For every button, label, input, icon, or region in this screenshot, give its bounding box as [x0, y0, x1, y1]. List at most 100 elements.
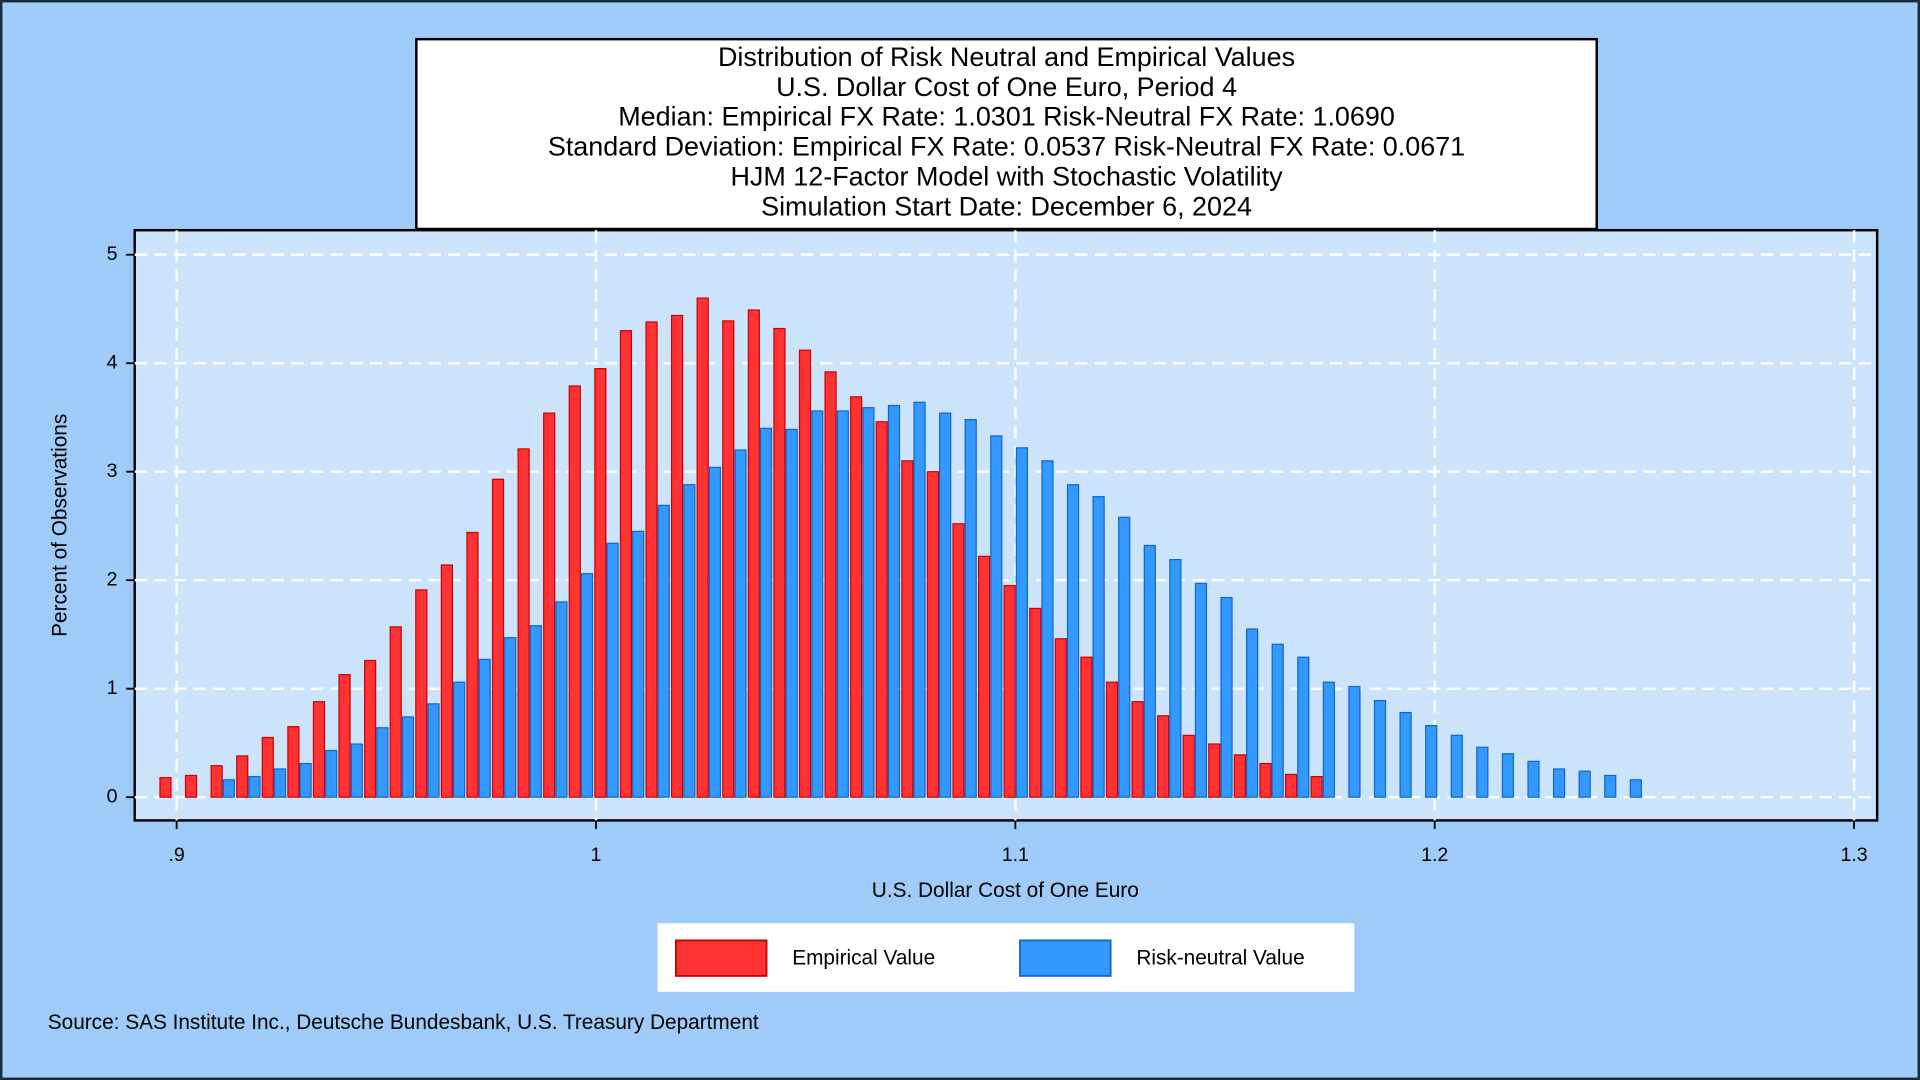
bar [862, 407, 875, 798]
chart-title: HJM 12-Factor Model with Stochastic Vola… [730, 161, 1283, 191]
bar [683, 484, 696, 798]
chart-title: U.S. Dollar Cost of One Euro, Period 4 [776, 72, 1237, 102]
y-tick-label: 0 [107, 785, 118, 807]
y-tick-label: 4 [107, 351, 118, 373]
bar [440, 564, 453, 798]
bar [1450, 734, 1463, 798]
bar [1322, 681, 1335, 798]
bar [478, 658, 491, 798]
bar [159, 777, 172, 798]
y-tick-label: 2 [107, 568, 118, 590]
bar [1233, 754, 1247, 798]
bar [1552, 768, 1566, 798]
bar [901, 460, 914, 798]
bar [670, 314, 684, 798]
bar [913, 401, 926, 798]
bar [236, 755, 249, 798]
bar [645, 321, 658, 798]
bar [273, 768, 287, 798]
bar [722, 320, 735, 798]
bar [1080, 656, 1093, 798]
bar [939, 412, 952, 798]
bar [299, 762, 312, 798]
bar [1054, 638, 1067, 798]
bar [1029, 607, 1042, 798]
legend-box [657, 923, 1355, 992]
bar [1297, 656, 1310, 798]
x-tick-label: 1.2 [1421, 844, 1448, 866]
bar [248, 775, 261, 798]
bar [887, 404, 901, 798]
bar [1092, 496, 1105, 798]
x-tick-label: 1.1 [1002, 844, 1029, 866]
x-tick-label: 1 [591, 844, 602, 866]
bar [1157, 715, 1170, 798]
bar [261, 736, 274, 798]
bar [1425, 724, 1438, 798]
bar [1169, 558, 1182, 798]
bar [1578, 770, 1591, 798]
bar [1041, 460, 1054, 798]
bar [964, 419, 977, 798]
bar [1284, 773, 1298, 798]
bar [184, 774, 198, 798]
bar [759, 427, 773, 798]
bar [491, 478, 505, 798]
bar [606, 542, 619, 798]
bar [1501, 753, 1515, 798]
bar [415, 589, 428, 798]
bar [364, 659, 377, 798]
bar [555, 601, 568, 798]
bar [325, 749, 338, 798]
y-tick-label: 5 [107, 243, 118, 265]
bar [504, 637, 517, 798]
bar [389, 626, 402, 798]
bar [632, 530, 645, 798]
bar [696, 297, 709, 798]
bar [1476, 746, 1489, 798]
bar [1220, 596, 1233, 798]
bar [1182, 734, 1195, 798]
y-tick-label: 3 [107, 460, 118, 482]
y-tick-label: 1 [107, 677, 118, 699]
chart-title: Distribution of Risk Neutral and Empiric… [718, 42, 1295, 72]
bar [619, 330, 633, 798]
y-axis-label: Percent of Observations [49, 414, 72, 637]
source: Source: SAS Institute Inc., Deutsche Bun… [48, 1011, 759, 1034]
bar [222, 779, 235, 798]
bar [1118, 516, 1131, 798]
bar [452, 681, 466, 798]
x-tick-label: 1.3 [1840, 844, 1867, 866]
bar [1271, 643, 1284, 798]
bar [1003, 585, 1016, 798]
bar [926, 471, 940, 798]
legend-label: Risk-neutral Value [1136, 946, 1304, 969]
bar [952, 523, 965, 798]
bar [1259, 762, 1272, 798]
bar [594, 368, 607, 798]
bar [466, 531, 479, 798]
bar [350, 743, 363, 798]
bar [1604, 774, 1617, 798]
bar [287, 726, 300, 798]
bar [657, 504, 670, 798]
legend-swatch [675, 939, 768, 977]
bar [1105, 681, 1119, 798]
bar [875, 421, 888, 798]
bar [824, 371, 837, 798]
bar [1246, 628, 1259, 798]
legend-swatch [1019, 939, 1112, 977]
bar [990, 435, 1003, 798]
chart-title: Standard Deviation: Empirical FX Rate: 0… [548, 132, 1465, 162]
bar [747, 309, 760, 798]
bar [401, 716, 415, 798]
bar [568, 385, 581, 798]
bar [850, 396, 863, 798]
bar [1527, 760, 1540, 798]
bar [1143, 544, 1156, 798]
legend-label: Empirical Value [792, 946, 935, 969]
bar [734, 449, 747, 798]
bar [708, 466, 722, 798]
bar [210, 765, 223, 798]
bar [1131, 701, 1144, 798]
